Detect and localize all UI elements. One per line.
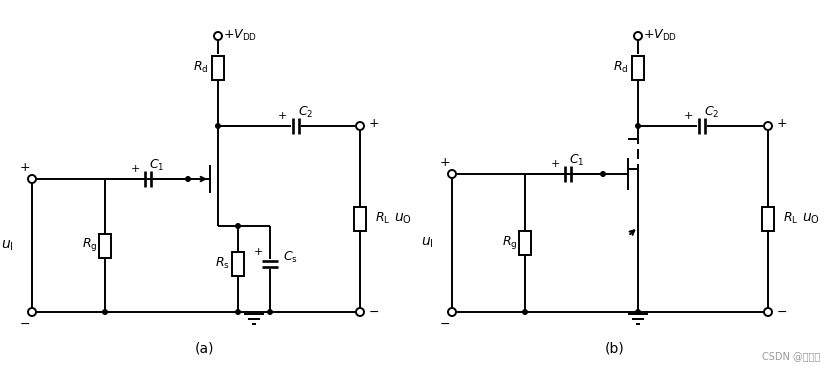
Text: −: − xyxy=(777,306,788,319)
Text: $R_\mathrm{d}$: $R_\mathrm{d}$ xyxy=(613,59,628,74)
Circle shape xyxy=(764,308,772,316)
Text: CSDN @妖兽咀: CSDN @妖兽咀 xyxy=(762,351,820,361)
Text: $R_\mathrm{g}$: $R_\mathrm{g}$ xyxy=(503,233,518,251)
Circle shape xyxy=(448,170,456,178)
Text: +: + xyxy=(550,159,560,169)
Circle shape xyxy=(28,308,36,316)
Circle shape xyxy=(267,309,273,315)
Circle shape xyxy=(356,308,364,316)
Text: +: + xyxy=(278,111,287,121)
Bar xyxy=(99,233,111,258)
Bar xyxy=(212,56,224,80)
Circle shape xyxy=(635,309,641,315)
Text: +: + xyxy=(369,116,379,129)
Text: +: + xyxy=(683,111,693,121)
Text: $C_1$: $C_1$ xyxy=(569,153,585,168)
Text: +: + xyxy=(130,164,139,174)
Circle shape xyxy=(235,309,241,315)
Circle shape xyxy=(634,32,642,40)
Text: $R_\mathrm{g}$: $R_\mathrm{g}$ xyxy=(82,236,98,253)
Text: $u_\mathrm{O}$: $u_\mathrm{O}$ xyxy=(802,212,820,226)
Text: $R_\mathrm{d}$: $R_\mathrm{d}$ xyxy=(193,59,209,74)
Text: −: − xyxy=(20,318,30,331)
Circle shape xyxy=(448,308,456,316)
Bar xyxy=(354,207,366,231)
Text: +: + xyxy=(253,247,263,257)
Text: +: + xyxy=(777,116,788,129)
Text: $C_\mathrm{s}$: $C_\mathrm{s}$ xyxy=(283,249,298,264)
Circle shape xyxy=(185,176,191,182)
Circle shape xyxy=(600,171,606,177)
Circle shape xyxy=(102,309,108,315)
Text: $u_\mathrm{I}$: $u_\mathrm{I}$ xyxy=(2,238,14,253)
Circle shape xyxy=(214,32,222,40)
Text: (b): (b) xyxy=(605,342,625,356)
Text: +: + xyxy=(440,156,451,169)
Bar xyxy=(519,231,531,255)
Text: $u_\mathrm{O}$: $u_\mathrm{O}$ xyxy=(394,212,412,226)
Circle shape xyxy=(522,309,528,315)
Text: −: − xyxy=(369,306,379,319)
Text: +: + xyxy=(19,160,30,174)
Circle shape xyxy=(235,223,241,229)
Text: $+V_{\mathrm{DD}}$: $+V_{\mathrm{DD}}$ xyxy=(223,27,257,43)
Bar xyxy=(632,56,644,80)
Text: $C_2$: $C_2$ xyxy=(704,104,719,120)
Circle shape xyxy=(356,122,364,130)
Circle shape xyxy=(28,175,36,183)
Bar xyxy=(232,252,244,276)
Bar xyxy=(762,207,774,231)
Text: −: − xyxy=(440,318,451,331)
Circle shape xyxy=(635,123,641,129)
Text: $+V_{\mathrm{DD}}$: $+V_{\mathrm{DD}}$ xyxy=(643,27,677,43)
Circle shape xyxy=(215,123,221,129)
Circle shape xyxy=(764,122,772,130)
Text: $R_\mathrm{L}$: $R_\mathrm{L}$ xyxy=(375,211,390,226)
Text: $R_\mathrm{s}$: $R_\mathrm{s}$ xyxy=(215,255,229,270)
Text: $R_\mathrm{L}$: $R_\mathrm{L}$ xyxy=(783,211,799,226)
Text: $C_2$: $C_2$ xyxy=(298,104,313,120)
Text: (a): (a) xyxy=(195,342,215,356)
Text: $u_\mathrm{I}$: $u_\mathrm{I}$ xyxy=(421,236,434,250)
Text: $C_1$: $C_1$ xyxy=(149,157,164,172)
